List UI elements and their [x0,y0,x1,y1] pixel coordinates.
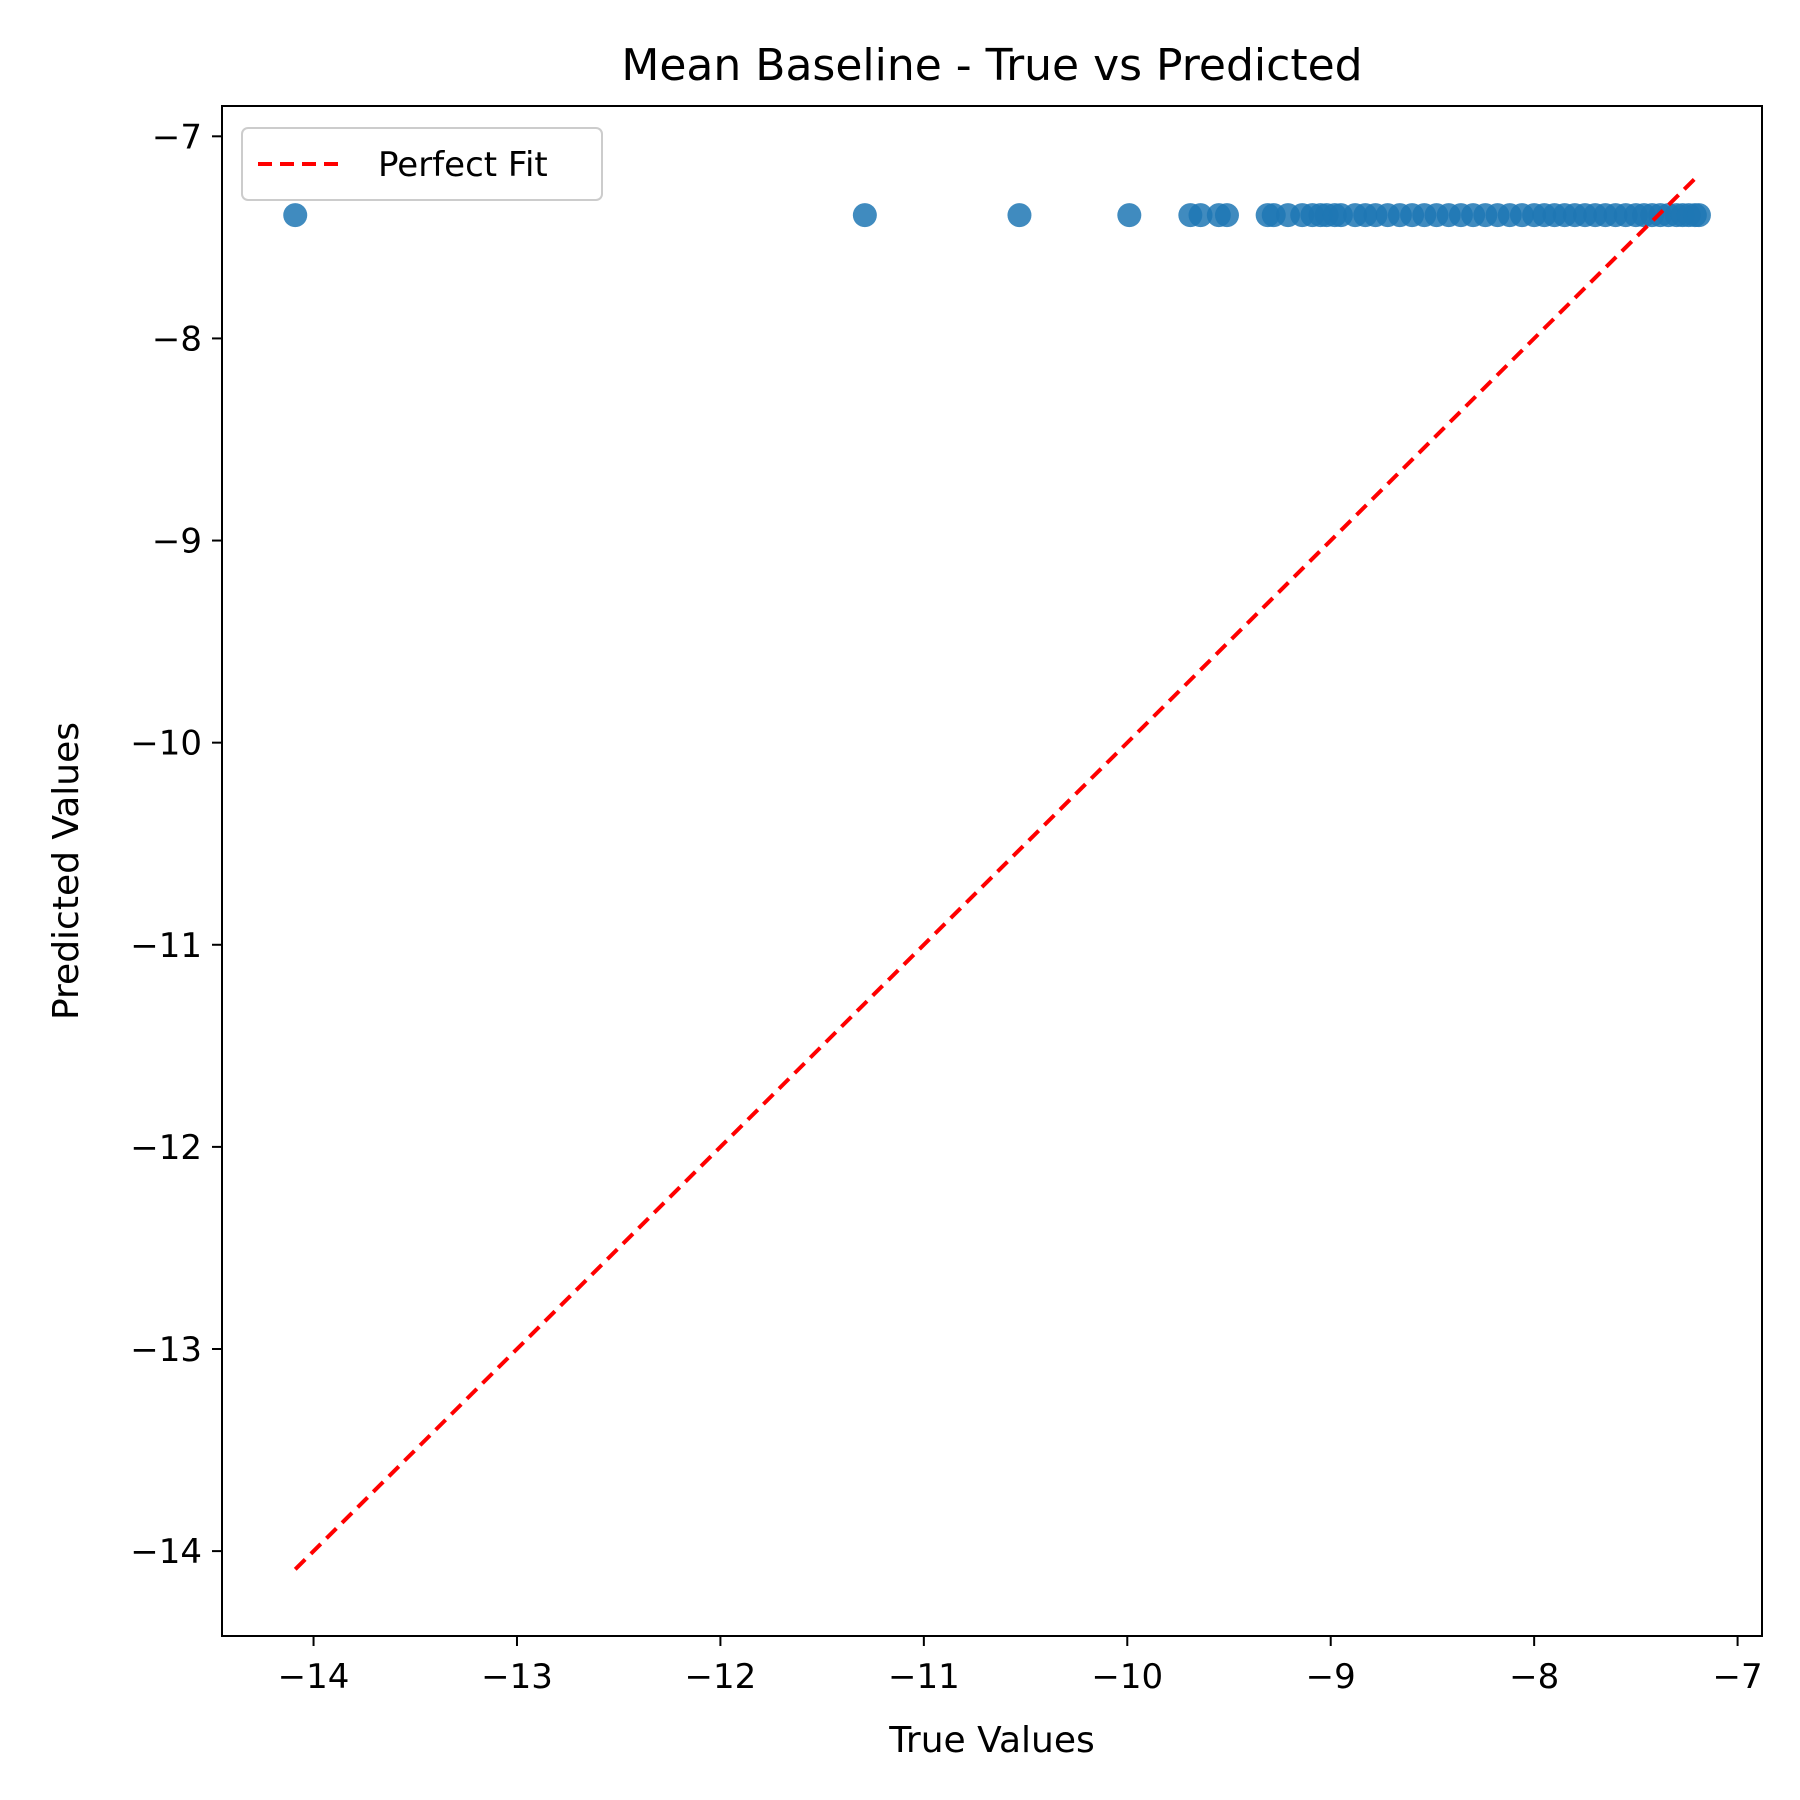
data-point-5 [1188,203,1213,228]
y-tick-label-0: −14 [130,1532,202,1572]
x-axis: −14 −13 −12 −11 −10 −9 −8 −7 [278,1636,1763,1697]
points-layer [283,203,1711,228]
plot-area [283,173,1711,1571]
perfect-fit-line [293,173,1701,1571]
y-tick-label-1: −13 [130,1330,202,1370]
y-tick-label-4: −10 [130,724,202,764]
y-tick-label-6: −8 [152,319,202,359]
data-point-3 [1117,203,1142,228]
plot-frame [221,105,1763,1637]
x-tick-label-3: −11 [888,1657,960,1697]
x-tick-label-1: −13 [481,1657,553,1697]
x-tick-label-5: −9 [1306,1657,1356,1697]
x-tick-label-2: −12 [685,1657,757,1697]
x-axis-label: True Values [888,1720,1095,1761]
y-axis-label: Predicted Values [46,722,87,1020]
data-point-51 [1686,203,1711,228]
data-point-1 [852,203,877,228]
x-tick-label-6: −8 [1509,1657,1559,1697]
legend: Perfect Fit [241,127,603,201]
legend-box [241,127,603,201]
y-tick-label-2: −12 [130,1128,202,1168]
y-tick-label-3: −11 [130,926,202,966]
chart-title: Mean Baseline - True vs Predicted [621,40,1362,91]
lines-layer [293,173,1701,1571]
data-point-7 [1214,203,1239,228]
x-tick-label-7: −7 [1713,1657,1763,1697]
legend-label-perfect-fit: Perfect Fit [378,145,548,185]
data-point-0 [283,203,308,228]
y-axis: −14 −13 −12 −11 −10 −9 −8 −7 [130,117,222,1572]
y-tick-label-7: −7 [152,117,202,157]
x-tick-label-4: −10 [1091,1657,1163,1697]
data-point-2 [1007,203,1032,228]
y-tick-label-5: −9 [152,522,202,562]
x-tick-label-0: −14 [278,1657,350,1697]
